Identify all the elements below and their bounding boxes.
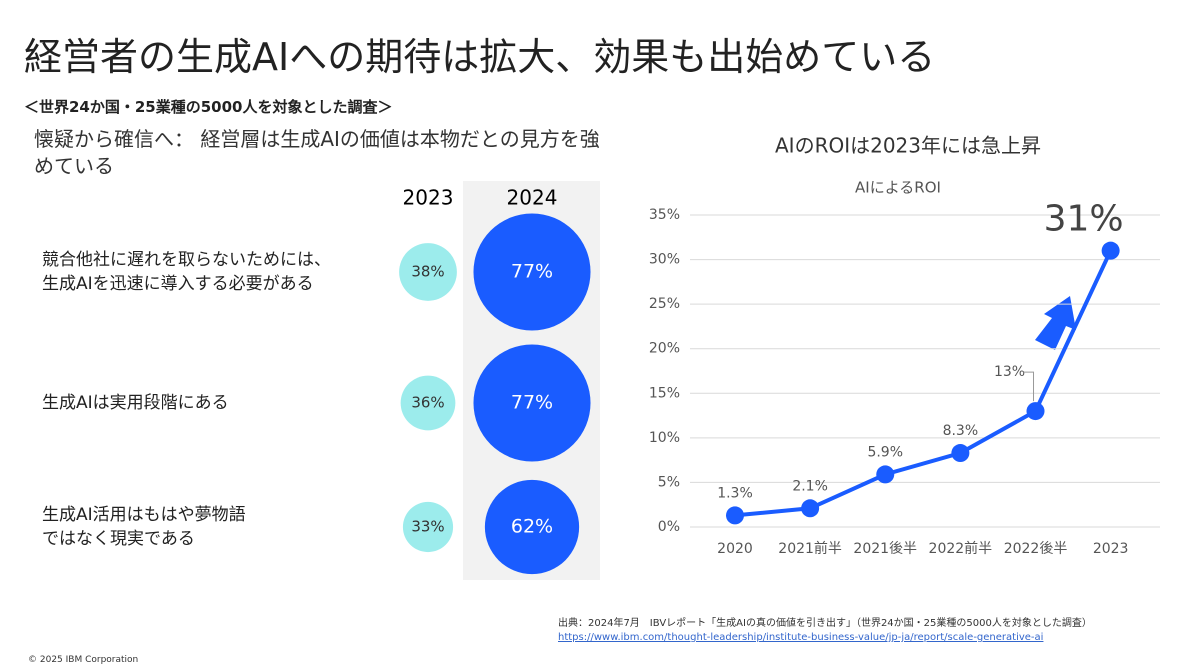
slide-title: 経営者の生成AIへの期待は拡大、効果も出始めている xyxy=(24,35,936,79)
y-tick-label: 10% xyxy=(649,430,680,446)
y-tick-label: 30% xyxy=(649,252,680,268)
x-tick-label: 2023 xyxy=(1093,541,1129,557)
value-label: 2.1% xyxy=(792,478,828,494)
bubble-label: 77% xyxy=(511,392,553,414)
left-chart-title: 懐疑から確信へ： 経営層は生成AIの価値は本物だとの見方を強めている xyxy=(34,127,600,178)
y-tick-label: 35% xyxy=(649,207,680,223)
bubble xyxy=(473,213,591,331)
y-tick-label: 15% xyxy=(649,385,680,401)
value-label: 1.3% xyxy=(717,485,753,501)
bubble-label: 36% xyxy=(411,394,444,412)
category-label: 競合他社に遅れを取らないためには、 生成AIを迅速に導入する必要がある xyxy=(42,250,331,294)
column-header: 2023 xyxy=(403,186,454,210)
bubble-label: 38% xyxy=(411,263,444,281)
y-tick-label: 20% xyxy=(649,341,680,357)
point xyxy=(1101,241,1120,260)
rise-arrow xyxy=(1035,296,1076,350)
value-label: 13% xyxy=(994,364,1025,380)
column-header: 2024 xyxy=(507,186,558,210)
point xyxy=(726,506,744,525)
x-tick-label: 2022前半 xyxy=(929,540,993,557)
value-label: 5.9% xyxy=(867,444,903,460)
chart-title: AIのROIは2023年には急上昇 xyxy=(775,134,1041,158)
bubble-label: 77% xyxy=(511,261,553,283)
bubble xyxy=(484,479,580,575)
y-tick-label: 0% xyxy=(658,519,680,535)
copyright: © 2025 IBM Corporation xyxy=(28,655,139,665)
source-link[interactable]: https://www.ibm.com/thought-leadership/i… xyxy=(558,632,1044,643)
bubble-label: 33% xyxy=(411,518,444,536)
bubble xyxy=(473,344,591,462)
line xyxy=(734,249,1113,518)
y-tick-label: 5% xyxy=(658,474,680,490)
y-tick-label: 25% xyxy=(649,296,680,312)
chart-subtitle: AIによるROI xyxy=(855,179,941,197)
x-tick-label: 2020 xyxy=(717,541,753,557)
slide-subtitle: ＜世界24か国・25業種の5000人を対象とした調査＞ xyxy=(24,98,393,116)
bubble-label: 62% xyxy=(511,516,553,538)
category-label: 生成AIは実用段階にある xyxy=(42,393,229,413)
x-tick-label: 2021後半 xyxy=(853,541,917,557)
value-label: 8.3% xyxy=(943,423,979,439)
bubble xyxy=(399,243,457,301)
x-tick-label: 2022後半 xyxy=(1004,541,1068,557)
source: 出典：2024年7月 IBVレポート「生成AIの真の価値を引き出す」（世界24か… xyxy=(558,618,1092,629)
bubble xyxy=(400,375,456,431)
value-label: 31% xyxy=(1044,199,1124,240)
bubble xyxy=(402,501,454,553)
leader-line xyxy=(1023,371,1035,402)
point xyxy=(1026,402,1045,421)
point xyxy=(951,444,970,463)
category-label: 生成AI活用はもはや夢物語 ではなく現実である xyxy=(42,505,246,549)
point xyxy=(876,465,895,484)
x-tick-label: 2021前半 xyxy=(778,540,842,557)
point xyxy=(801,499,820,518)
